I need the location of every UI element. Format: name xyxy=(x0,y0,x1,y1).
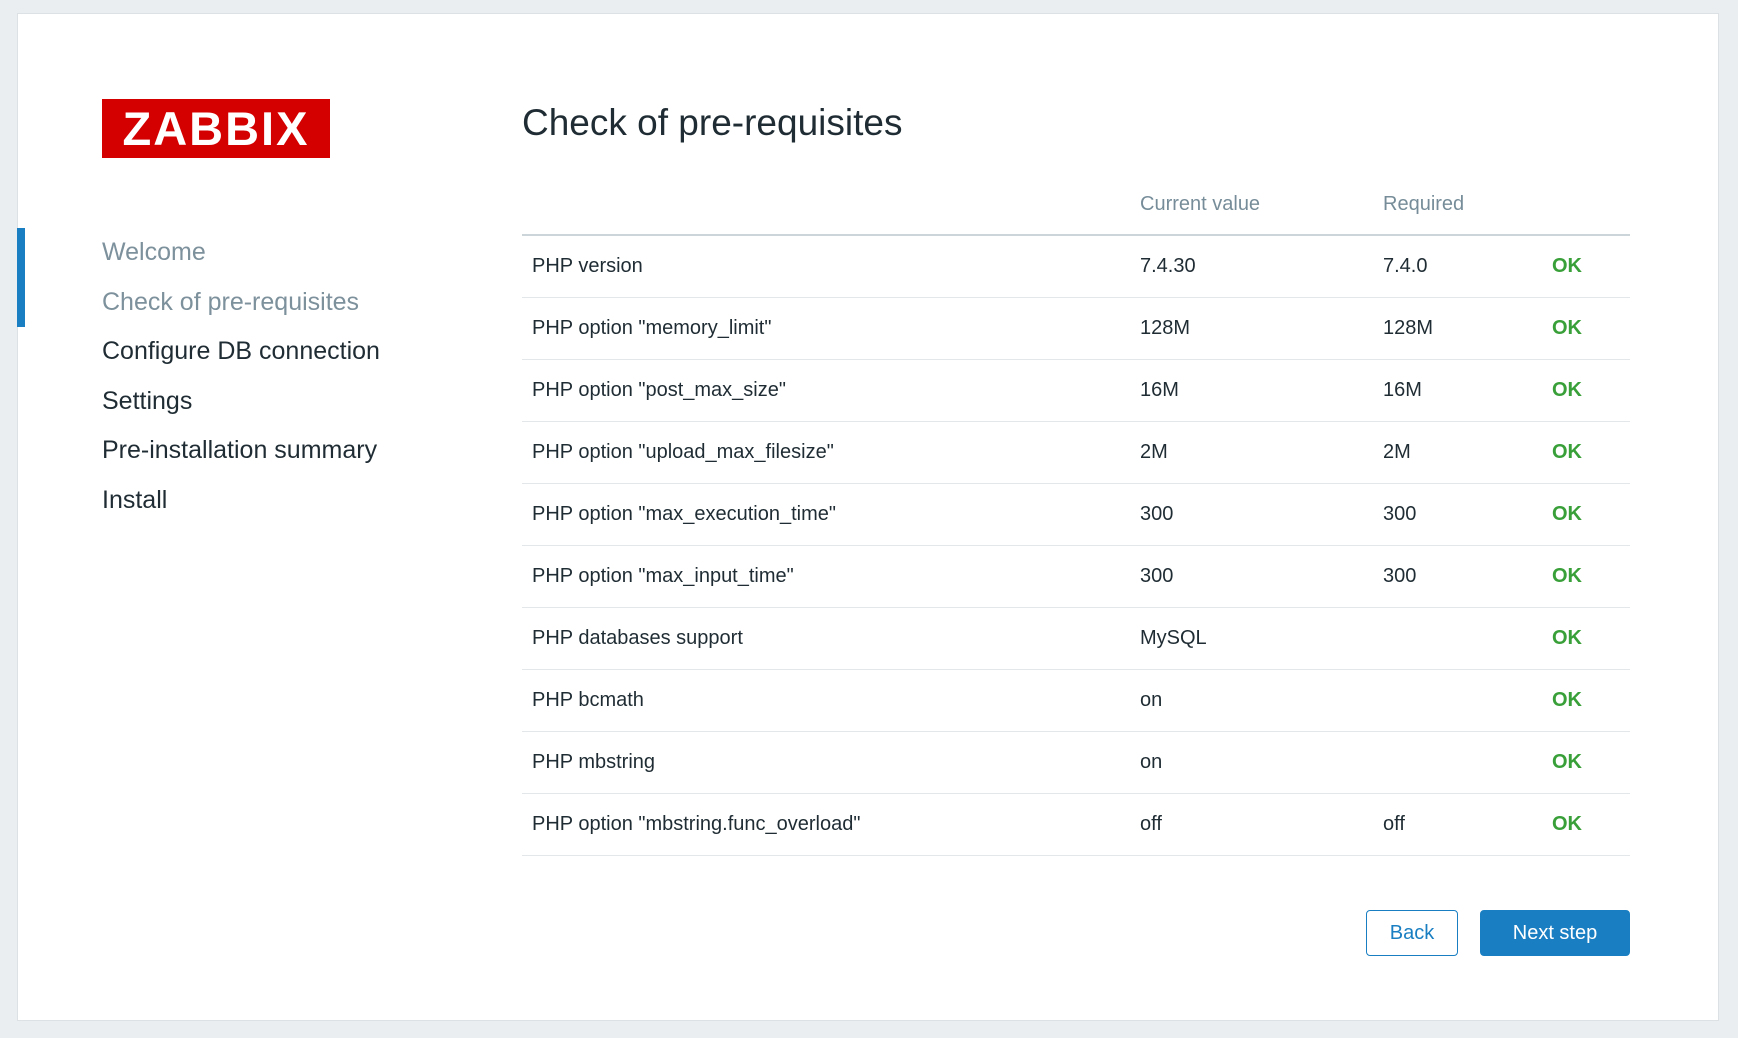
table-row: PHP databases support MySQL OK xyxy=(522,608,1630,670)
current-value: 300 xyxy=(1140,565,1174,587)
status-badge: OK xyxy=(1552,379,1582,401)
current-value: on xyxy=(1140,689,1163,711)
column-header-required: Required xyxy=(1383,193,1465,215)
prerequisites-table: Current value Required PHP version 7.4.3… xyxy=(522,154,1630,856)
prereq-name: PHP option "max_execution_time" xyxy=(532,503,836,525)
current-value: 128M xyxy=(1140,317,1191,339)
required-value: 300 xyxy=(1383,503,1417,525)
current-value: 16M xyxy=(1140,379,1179,401)
zabbix-logo: ZABBIX xyxy=(102,99,330,158)
prereq-name: PHP option "post_max_size" xyxy=(532,379,786,401)
required-value: 16M xyxy=(1383,379,1422,401)
wizard-actions: Back Next step xyxy=(522,910,1630,956)
current-value: 7.4.30 xyxy=(1140,255,1196,277)
step-item-check-of-pre-requisites: Check of pre-requisites xyxy=(102,287,360,316)
current-value: on xyxy=(1140,751,1163,773)
prereq-name: PHP mbstring xyxy=(532,751,656,773)
required-value: 2M xyxy=(1383,441,1411,463)
prereq-name: PHP bcmath xyxy=(532,689,644,711)
prereq-name: PHP databases support xyxy=(532,627,743,649)
required-value: off xyxy=(1383,813,1405,835)
status-badge: OK xyxy=(1552,813,1582,835)
current-value: 300 xyxy=(1140,503,1174,525)
table-row: PHP mbstring on OK xyxy=(522,732,1630,794)
prereq-name: PHP option "max_input_time" xyxy=(532,565,794,587)
status-badge: OK xyxy=(1552,689,1582,711)
status-badge: OK xyxy=(1552,751,1582,773)
setup-card: ZABBIX Welcome Check of pre-requisites C… xyxy=(17,13,1719,1021)
prereq-name: PHP option "mbstring.func_overload" xyxy=(532,813,861,835)
back-button[interactable]: Back xyxy=(1366,910,1458,956)
column-header-current-value: Current value xyxy=(1140,193,1261,215)
table-row: PHP version 7.4.30 7.4.0 OK xyxy=(522,236,1630,298)
status-badge: OK xyxy=(1552,627,1582,649)
step-item-pre-installation-summary: Pre-installation summary xyxy=(102,436,378,465)
table-header-row: Current value Required xyxy=(522,154,1630,236)
table-row: PHP option "mbstring.func_overload" off … xyxy=(522,794,1630,856)
next-step-button[interactable]: Next step xyxy=(1480,910,1630,956)
page-title: Check of pre-requisites xyxy=(522,102,903,143)
step-item-welcome: Welcome xyxy=(102,238,206,267)
table-row: PHP option "max_execution_time" 300 300 … xyxy=(522,484,1630,546)
prereq-name: PHP version xyxy=(532,255,643,277)
current-value: 2M xyxy=(1140,441,1168,463)
table-row: PHP option "post_max_size" 16M 16M OK xyxy=(522,360,1630,422)
required-value: 7.4.0 xyxy=(1383,255,1428,277)
step-item-install: Install xyxy=(102,485,168,514)
required-value: 300 xyxy=(1383,565,1417,587)
current-value: MySQL xyxy=(1140,627,1207,649)
step-item-configure-db-connection: Configure DB connection xyxy=(102,337,380,366)
zabbix-logo-text: ZABBIX xyxy=(122,102,310,155)
table-row: PHP option "memory_limit" 128M 128M OK xyxy=(522,298,1630,360)
status-badge: OK xyxy=(1552,503,1582,525)
status-badge: OK xyxy=(1552,441,1582,463)
current-value: off xyxy=(1140,813,1162,835)
status-badge: OK xyxy=(1552,565,1582,587)
table-row: PHP bcmath on OK xyxy=(522,670,1630,732)
status-badge: OK xyxy=(1552,317,1582,339)
table-row: PHP option "max_input_time" 300 300 OK xyxy=(522,546,1630,608)
step-item-settings: Settings xyxy=(102,386,193,415)
prereq-name: PHP option "upload_max_filesize" xyxy=(532,441,834,463)
current-step-indicator xyxy=(17,228,25,327)
status-badge: OK xyxy=(1552,255,1582,277)
wizard-steps: Welcome Check of pre-requisites Configur… xyxy=(102,228,380,525)
required-value: 128M xyxy=(1383,317,1434,339)
prereq-name: PHP option "memory_limit" xyxy=(532,317,772,339)
table-row: PHP option "upload_max_filesize" 2M 2M O… xyxy=(522,422,1630,484)
